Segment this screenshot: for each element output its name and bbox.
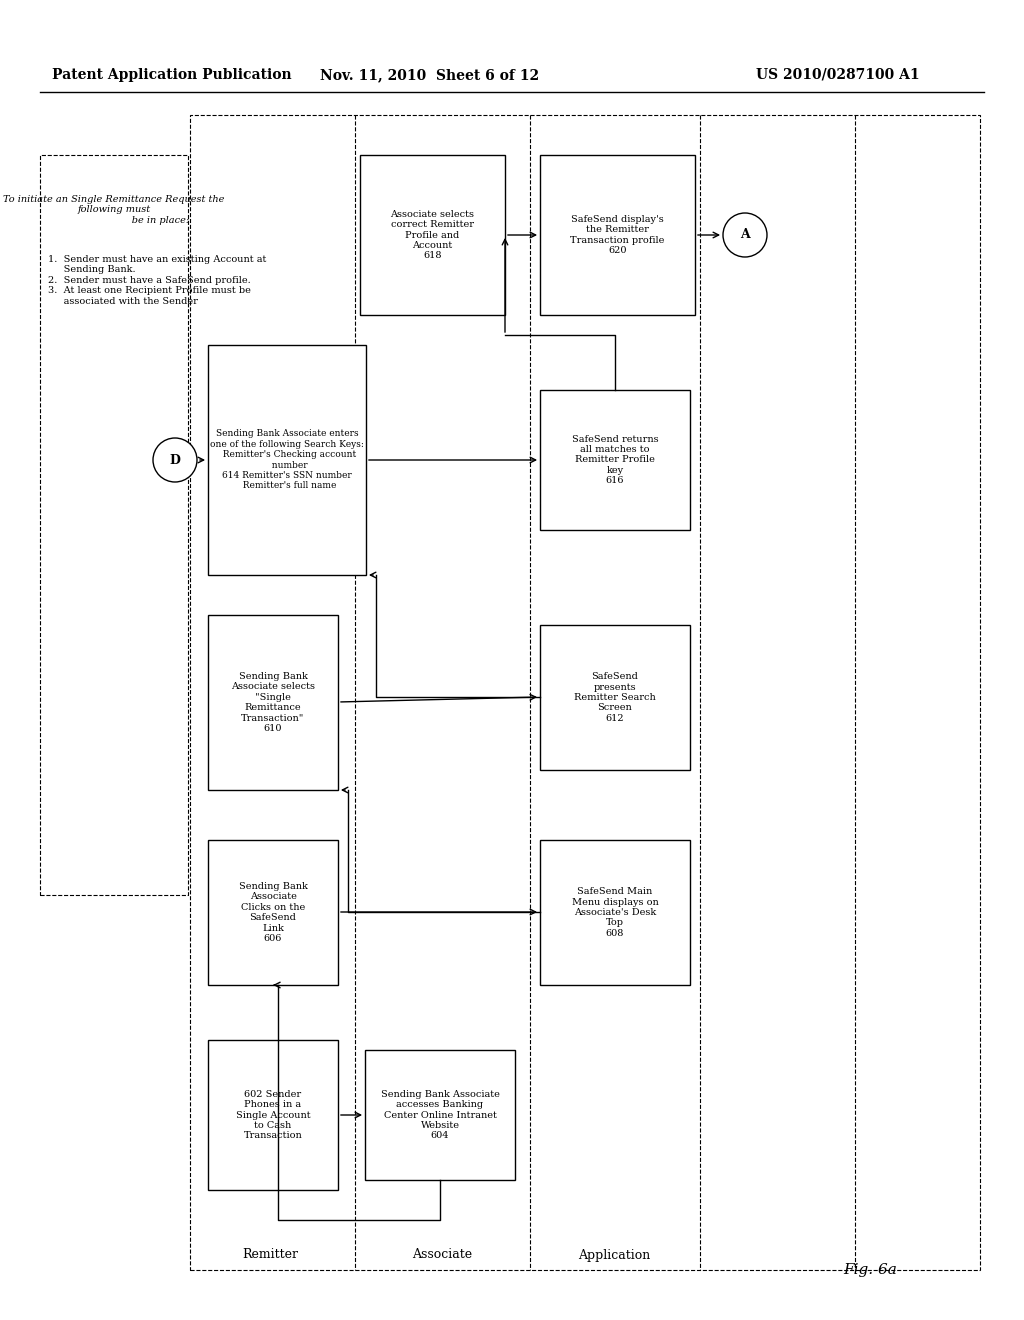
Bar [540, 389, 690, 531]
Bar [40, 154, 188, 895]
Text: A: A [740, 228, 750, 242]
Text: SafeSend returns
all matches to
Remitter Profile
key
616: SafeSend returns all matches to Remitter… [571, 434, 658, 486]
Bar [208, 840, 338, 985]
Text: D: D [170, 454, 180, 466]
Bar [360, 154, 505, 315]
Bar [208, 345, 366, 576]
Circle shape [153, 438, 197, 482]
Text: Associate: Associate [412, 1249, 472, 1262]
Text: Patent Application Publication: Patent Application Publication [52, 69, 292, 82]
Circle shape [723, 213, 767, 257]
Bar [190, 115, 980, 1270]
Text: 1.  Sender must have an existing Account at
     Sending Bank.
2.  Sender must h: 1. Sender must have an existing Account … [48, 255, 266, 306]
Bar [540, 154, 695, 315]
Text: Sending Bank
Associate
Clicks on the
SafeSend
Link
606: Sending Bank Associate Clicks on the Saf… [239, 882, 307, 942]
Bar [540, 840, 690, 985]
Bar [365, 1049, 515, 1180]
Bar [208, 615, 338, 789]
Text: SafeSend Main
Menu displays on
Associate's Desk
Top
608: SafeSend Main Menu displays on Associate… [571, 887, 658, 937]
Text: Nov. 11, 2010  Sheet 6 of 12: Nov. 11, 2010 Sheet 6 of 12 [321, 69, 540, 82]
Text: Application: Application [578, 1249, 650, 1262]
Text: SafeSend display's
the Remitter
Transaction profile
620: SafeSend display's the Remitter Transact… [570, 215, 665, 255]
Bar [540, 624, 690, 770]
Text: US 2010/0287100 A1: US 2010/0287100 A1 [757, 69, 920, 82]
Text: Associate selects
correct Remitter
Profile and
Account
618: Associate selects correct Remitter Profi… [390, 210, 474, 260]
Text: 602 Sender
Phones in a
Single Account
to Cash
Transaction: 602 Sender Phones in a Single Account to… [236, 1090, 310, 1140]
Text: Sending Bank Associate
accesses Banking
Center Online Intranet
Website
604: Sending Bank Associate accesses Banking … [381, 1090, 500, 1140]
Text: Sending Bank Associate enters
one of the following Search Keys:
  Remitter's Che: Sending Bank Associate enters one of the… [210, 429, 364, 491]
Bar [208, 1040, 338, 1191]
Text: SafeSend
presents
Remitter Search
Screen
612: SafeSend presents Remitter Search Screen… [574, 672, 656, 723]
Text: Sending Bank
Associate selects
"Single
Remittance
Transaction"
610: Sending Bank Associate selects "Single R… [231, 672, 315, 733]
Text: Remitter: Remitter [242, 1249, 298, 1262]
Text: Fig. 6a: Fig. 6a [843, 1263, 897, 1276]
Text: To initiate an Single Remittance Request the following must
                    : To initiate an Single Remittance Request… [3, 195, 224, 224]
